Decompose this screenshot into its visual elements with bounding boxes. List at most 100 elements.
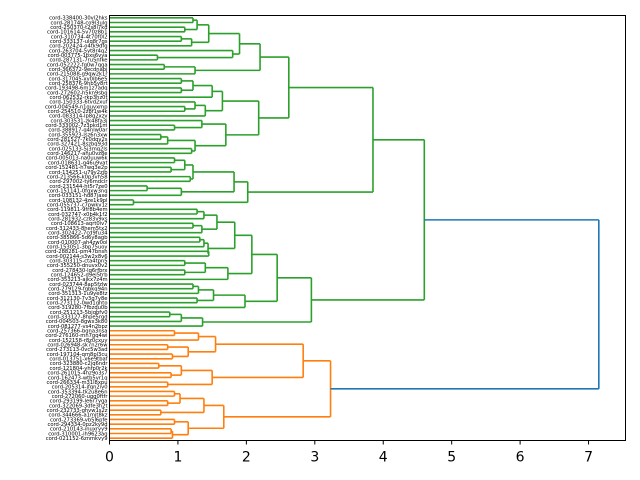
leaf-label: cord-121804-yhfp0r2k bbox=[49, 366, 107, 372]
leaf-label: cord-013751-x6e9tbaf bbox=[49, 357, 107, 363]
leaf-label: cord-258376-9nb5y8rt bbox=[49, 81, 108, 87]
x-tick-label: 6 bbox=[516, 450, 525, 466]
leaf-label: cord-297002-ty6mdclr bbox=[49, 179, 108, 185]
leaf-label: cord-151141-0fgxw3nq bbox=[47, 188, 108, 194]
leaf-label: cord-213566-k0p3vh58 bbox=[47, 174, 108, 180]
leaf-label: cord-152158-r8z0cxuy bbox=[49, 338, 108, 344]
leaf-label: cord-215088-g9qw2k1r bbox=[47, 72, 109, 78]
leaf-label: cord-251213-5bjqbfv0 bbox=[50, 310, 108, 316]
leaf-label: cord-303115-cta4tpn5 bbox=[49, 258, 107, 264]
leaf-label: cord-261015-4hz9o3s7 bbox=[48, 371, 108, 377]
leaf-label: cord-002144-s3w2x8v6 bbox=[46, 254, 107, 260]
leaf-label: cord-281748-co9l3ulg bbox=[51, 20, 108, 26]
x-tick-label: 4 bbox=[379, 450, 388, 466]
leaf-label: cord-319280-7fbzqu0b bbox=[48, 305, 108, 311]
leaf-label: cord-101614-5v70z8b1 bbox=[47, 30, 108, 36]
leaf-label: cord-004549-n1guvxmp bbox=[45, 104, 108, 110]
leaf-label: cord-385866-5d6y8agb bbox=[47, 235, 109, 241]
leaf-label: cord-083314-lp8q2xzv bbox=[49, 114, 107, 120]
leaf-label: cord-302422-7cd9fu34 bbox=[48, 230, 108, 236]
leaf-label: cord-254510-2z8f1w4k bbox=[48, 109, 108, 115]
leaf-label: cord-293199-le6r7yga bbox=[50, 399, 108, 405]
leaf-label: cord-272602-h5kn9sbq bbox=[47, 90, 107, 96]
leaf-label: cord-303531-zk48fa3j bbox=[51, 118, 108, 124]
leaf-label: cord-353394-tk2u8e6n bbox=[48, 389, 108, 395]
leaf-label: cord-310734-4t70f0l2 bbox=[51, 34, 108, 40]
x-axis: 0 1 2 3 4 5 6 7 bbox=[105, 440, 593, 466]
leaf-label: cord-150333-6tvd2xuf bbox=[49, 100, 107, 106]
leaf-label: cord-032747-x0b4k1f2 bbox=[48, 212, 107, 218]
leaf-label: cord-279129-fgbkq94n bbox=[48, 287, 108, 293]
x-tick-label: 0 bbox=[105, 450, 114, 466]
leaf-label: cord-281932-cz83v9xs bbox=[48, 216, 108, 222]
leaf-label: cord-288281-pm47bnsh bbox=[45, 249, 107, 255]
leaf-label: cord-312130-7v3g7y8e bbox=[47, 296, 108, 302]
x-tick-label: 1 bbox=[173, 450, 182, 466]
plot-frame bbox=[109, 15, 626, 441]
dendrogram-links bbox=[109, 17, 600, 439]
leaf-label: cord-327421-8szbq93d bbox=[47, 142, 107, 148]
leaf-label: cord-146217-ahu0vz8e bbox=[47, 151, 107, 157]
leaf-label: cord-052222-fq0w7qga bbox=[47, 62, 108, 68]
leaf-label: cord-152481-h7wq3e2p bbox=[45, 165, 108, 171]
leaf-label: cord-263704-5yt8r4q2 bbox=[49, 48, 108, 54]
leaf-label: cord-033151-hd87jaxe bbox=[49, 193, 108, 199]
leaf-label: cord-333127-8hpe5rqd bbox=[48, 315, 108, 321]
leaf-label: cord-355923-lsz6n3xw bbox=[49, 132, 109, 138]
leaf-label: cord-333002-7z3pkd1m bbox=[45, 123, 107, 129]
leaf-label: cord-062532-rkp3hz0t bbox=[50, 95, 108, 101]
leaf-label: cord-272060-uqg0ftfr bbox=[52, 394, 109, 400]
leaf-label: cord-273112-0wd1ghto bbox=[47, 301, 108, 307]
leaf-label: cord-003775-1bxs6vya bbox=[48, 53, 108, 59]
leaf-label: cord-232733-ghvw1s2z bbox=[47, 408, 108, 414]
leaf-label: cord-353213-ajkx7z4m bbox=[48, 277, 108, 283]
leaf-label: cord-108132-4ze1k9pl bbox=[49, 198, 107, 204]
leaf-labels: cord-338400-30vl2hkscord-281748-co9l3ulg… bbox=[45, 16, 108, 442]
leaf-label: cord-257366-bgna3nsa bbox=[47, 329, 107, 335]
leaf-label: cord-344666-a1mjt8kz bbox=[49, 413, 108, 419]
leaf-label: cord-108613-aqrt0iv7 bbox=[51, 221, 108, 227]
x-tick-label: 5 bbox=[447, 450, 456, 466]
leaf-label: cord-366372-9ecdnabj bbox=[49, 67, 108, 73]
x-tick-label: 3 bbox=[310, 450, 319, 466]
leaf-label: cord-025133-5j3mq2ls bbox=[49, 146, 108, 152]
leaf-label: cord-231544-ht5r7ze0 bbox=[49, 184, 107, 190]
leaf-label: cord-351313-1u9ye8tz bbox=[48, 291, 107, 297]
leaf-label: cord-278430-lq6rfbrx bbox=[52, 268, 107, 274]
leaf-label: cord-205314-jfqn2iv0 bbox=[52, 385, 108, 391]
leaf-label: cord-388917-q4nlw0ar bbox=[48, 128, 108, 134]
leaf-label: cord-023744-8ap5fzlw bbox=[49, 282, 108, 288]
leaf-label: cord-134251-u79y2zjb bbox=[49, 170, 108, 176]
leaf-label: cord-312433-8hem5tx2 bbox=[46, 226, 107, 232]
leaf-label: cord-004503-8gwx3k80 bbox=[46, 319, 108, 325]
leaf-label: cord-026948-sk7n2r6w bbox=[47, 343, 108, 349]
leaf-label: cord-322069-3dfe3h2t bbox=[49, 403, 107, 409]
leaf-label: cord-355250-dnuvx0v2 bbox=[47, 263, 108, 269]
leaf-label: cord-338400-30vl2hks bbox=[49, 16, 108, 22]
leaf-label: cord-162473-wtb5vr1q bbox=[48, 375, 108, 381]
leaf-label: cord-276160-mn7gq4wi bbox=[45, 333, 107, 339]
leaf-label: cord-210143-inuxrvy9 bbox=[50, 427, 108, 433]
leaf-label: cord-266334-m31l8xpu bbox=[47, 380, 108, 386]
leaf-label: cord-294334-0pz2ky9d bbox=[47, 422, 107, 428]
x-tick-label: 7 bbox=[584, 450, 593, 466]
leaf-label: cord-021152-6znmkvy9 bbox=[46, 436, 108, 442]
leaf-label: cord-323880-c2jq6ndr bbox=[50, 361, 109, 367]
leaf-label: cord-005013-na0uuw6k bbox=[46, 156, 108, 162]
leaf-label: cord-281527-7k0dqv2s bbox=[47, 137, 107, 143]
leaf-label: cord-287131-7ru5nfke bbox=[49, 58, 107, 64]
leaf-label: cord-333137-ulq8r7gs bbox=[50, 39, 108, 45]
leaf-label: cord-310001-ih9623ag bbox=[48, 431, 107, 437]
leaf-label: cord-153051-3bp75uoy bbox=[47, 244, 108, 250]
leaf-label: cord-197104-qm8pl3cu bbox=[47, 352, 108, 358]
leaf-label: cord-202424-o4tk9dfq bbox=[49, 44, 107, 50]
leaf-label: cord-193498-6m1z7adq bbox=[45, 86, 107, 92]
leaf-label: cord-018631-g46u9vat bbox=[48, 160, 108, 166]
leaf-label: cord-273369-vb5l6pfe bbox=[50, 417, 107, 423]
leaf-label: cord-250370-t2s8i7kd bbox=[50, 25, 107, 31]
leaf-label: cord-124652-d9ei5trb bbox=[51, 273, 109, 279]
leaf-label: cord-317045-xy0ib6e5 bbox=[49, 76, 108, 82]
leaf-label: cord-273113-0vc5w3ad bbox=[46, 347, 107, 353]
leaf-label: cord-081277-vs4n2bpz bbox=[48, 324, 108, 330]
